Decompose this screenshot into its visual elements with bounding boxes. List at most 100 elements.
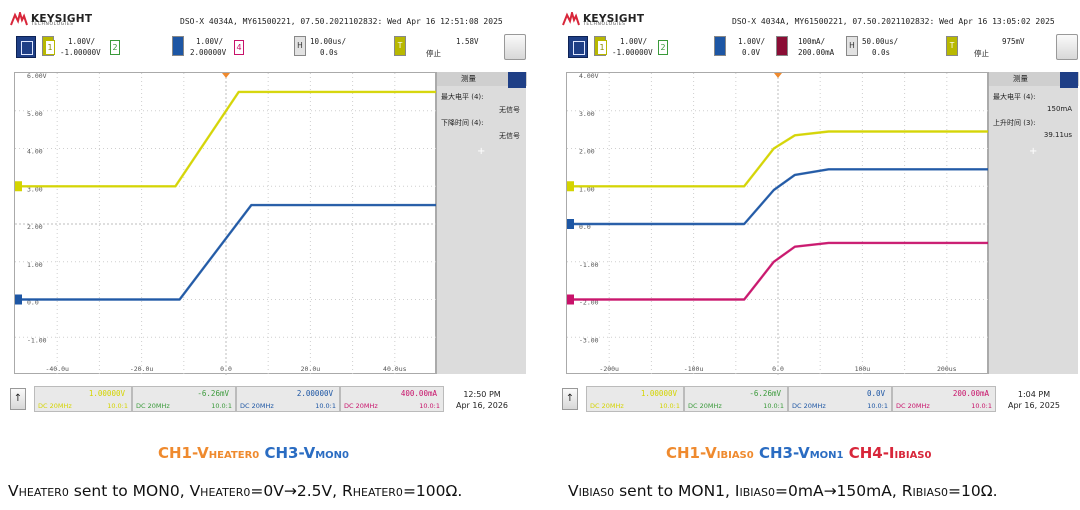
add-measure-icon[interactable]: + (1029, 146, 1038, 157)
keysight-logo-icon (10, 12, 28, 26)
x-tick-label: -40.0u (45, 365, 69, 373)
measure-row-value: 无信号 (499, 132, 520, 140)
caption-text: =10Ω. (948, 482, 998, 500)
ch2-number[interactable]: 2 (110, 40, 120, 55)
ch4-scale: 100mA/ (798, 37, 826, 46)
channel-bar: 1 1.00V/ -1.00000V 2 1.00V/ 0.0V 100mA/ … (562, 34, 1080, 64)
ground-marker-ch1[interactable] (15, 181, 22, 192)
ch3-indicator[interactable] (172, 36, 184, 56)
menu-icon[interactable] (1056, 34, 1078, 60)
ch3-offset: 0.0V (742, 48, 761, 57)
subscript-text: MON0 (315, 450, 349, 461)
ch3-readout[interactable]: 0.0V DC 20MHz 10.0:1 (788, 386, 892, 412)
measure-row-name: 最大电平 (4): (993, 93, 1036, 101)
ground-marker-ch3[interactable] (15, 294, 22, 305)
clock-time: 1:04 PM (1017, 390, 1051, 399)
description-left: VHEATER0 sent to MON0, VHEATER0=0V→2.5V,… (8, 482, 462, 500)
trigger-indicator[interactable]: T (394, 36, 406, 56)
trigger-state: 停止 (974, 49, 989, 58)
ch4-number[interactable]: 4 (234, 40, 244, 55)
x-tick-label: 100u (855, 365, 871, 373)
ch1-scale: 1.00V/ (620, 37, 648, 46)
caption-text: =0mA→150mA, R (775, 482, 913, 500)
scope-left: KEYSIGHT TECHNOLOGIES DSO-X 4034A, MY615… (4, 0, 536, 420)
menu-icon[interactable] (504, 34, 526, 60)
y-tick-label: 3.00 (579, 110, 595, 118)
help-icon[interactable] (568, 36, 588, 58)
trigger-indicator[interactable]: T (946, 36, 958, 56)
waveform-svg: 4.00V 3.00 2.00 1.00 0.0 -1.00 -2.00 -3.00 -200u… (567, 73, 989, 375)
trigger-position-marker (222, 73, 230, 78)
caption-text: =100Ω. (402, 482, 463, 500)
measure-row-name: 最大电平 (4): (441, 93, 484, 101)
ch1-readout[interactable]: 1.00000V DC 20MHz 10.0:1 (34, 386, 132, 412)
clock-date: Apr 16, 2025 (1008, 401, 1061, 410)
add-measure-icon[interactable]: + (477, 146, 486, 157)
bottom-bar: ↑ 1.00000V DC 20MHz 10.0:1 -6.26mV DC 20… (10, 386, 530, 412)
caption-text: CH3-V (259, 444, 316, 462)
ch1-readout[interactable]: 1.00000V DC 20MHz 10.0:1 (586, 386, 684, 412)
ch3-scale: 1.00V/ (738, 37, 766, 46)
trigger-level: 975mV (1002, 37, 1025, 46)
ch1-offset: -1.00000V (612, 48, 653, 57)
measure-menu-icon[interactable] (508, 72, 526, 88)
ch4-indicator[interactable] (776, 36, 788, 56)
ground-marker-ch3[interactable] (567, 219, 574, 229)
ch2-readout[interactable]: -6.26mV DC 20MHz 10.0:1 (684, 386, 788, 412)
description-right: VIBIAS0 sent to MON1, IIBIAS0=0mA→150mA,… (568, 482, 998, 500)
caption-text: =0V→2.5V, R (250, 482, 353, 500)
y-tick-label: 1.00 (27, 261, 43, 269)
ch2-number[interactable]: 2 (658, 40, 668, 55)
subscript-text: IBIAS0 (739, 486, 776, 499)
waveform-ch1-core (15, 91, 437, 187)
ch3-scale: 1.00V/ (196, 37, 224, 46)
y-tick-label: -3.00 (579, 336, 599, 344)
brand: KEYSIGHT TECHNOLOGIES (562, 8, 644, 30)
arrow-up-icon[interactable]: ↑ (562, 388, 578, 410)
help-icon[interactable] (16, 36, 36, 58)
horizontal-scale: 10.00us/ (310, 37, 347, 46)
instrument-info: DSO-X 4034A, MY61500221, 07.50.202110283… (732, 17, 1055, 26)
caption-left: CH1-VHEATER0 CH3-VMON0 (158, 444, 349, 462)
ch3-indicator[interactable] (714, 36, 726, 56)
y-tick-label: 4.00 (27, 148, 43, 156)
measure-menu-icon[interactable] (1060, 72, 1078, 88)
x-tick-label: 40.0us (383, 365, 407, 373)
caption-text: CH3-V (753, 444, 810, 462)
ch4-readout[interactable]: 400.00mA DC 20MHz 10.0:1 (340, 386, 444, 412)
ground-marker-ch1[interactable] (567, 181, 574, 192)
horizontal-indicator[interactable]: H (846, 36, 858, 56)
measure-title: 测量 (989, 72, 1079, 86)
caption-text: V (568, 482, 579, 500)
measure-panel: 测量 最大电平 (4): 无信号 下降时间 (4): 无信号 + (436, 72, 527, 374)
brand-sub: TECHNOLOGIES (583, 22, 626, 27)
ch2-readout[interactable]: -6.26mV DC 20MHz 10.0:1 (132, 386, 236, 412)
brand: KEYSIGHT TECHNOLOGIES (10, 8, 92, 30)
waveform-ch3-core (567, 168, 989, 225)
waveform-display: 6.00V 5.00 4.00 3.00 2.00 1.00 0.0 -1.00 -40.0u -… (14, 72, 437, 375)
caption-text: sent to MON0, V (68, 482, 201, 500)
measure-title: 测量 (437, 72, 527, 86)
x-tick-label: 0.0 (772, 365, 784, 373)
caption-text: V (8, 482, 19, 500)
ch1-number: 1 (597, 40, 607, 55)
x-tick-label: 0.0 (220, 365, 232, 373)
y-tick-label: 0.0 (27, 299, 39, 307)
ground-marker-ch4[interactable] (567, 294, 574, 305)
subscript-text: MON1 (809, 450, 844, 461)
ch4-readout[interactable]: 200.00mA DC 20MHz 10.0:1 (892, 386, 996, 412)
arrow-up-icon[interactable]: ↑ (10, 388, 26, 410)
trigger-state: 停止 (426, 49, 441, 58)
brand-name: KEYSIGHT (583, 13, 645, 25)
ch1-scale: 1.00V/ (68, 37, 96, 46)
y-tick-label: 5.00 (27, 110, 43, 118)
ch3-readout[interactable]: 2.00000V DC 20MHz 10.0:1 (236, 386, 340, 412)
subscript-text: IBIAS0 (716, 450, 754, 461)
x-tick-label: 200us (937, 365, 957, 373)
y-tick-label: -1.00 (579, 261, 599, 269)
horizontal-position: 0.0s (872, 48, 891, 57)
brand-name: KEYSIGHT (31, 13, 93, 25)
horizontal-indicator[interactable]: H (294, 36, 306, 56)
subscript-text: HEATER0 (18, 486, 69, 499)
caption-text: CH4-I (843, 444, 895, 462)
